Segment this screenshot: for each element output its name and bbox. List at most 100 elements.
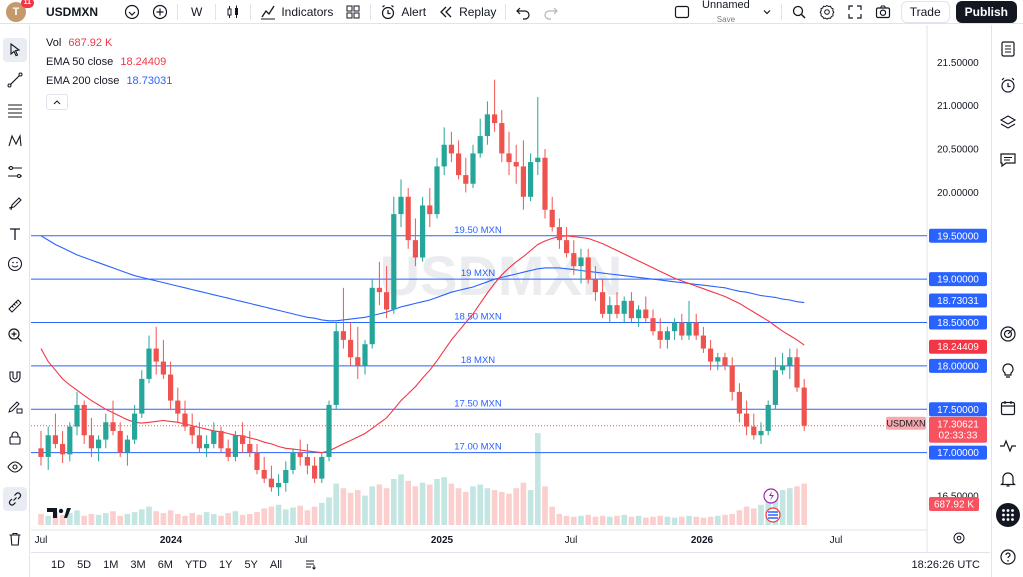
watchlist-button[interactable]: [996, 37, 1020, 61]
volume-bar: [196, 514, 203, 525]
smiley-icon: [7, 256, 23, 272]
candle: [787, 348, 793, 379]
range-1d[interactable]: 1D: [51, 559, 66, 571]
range-3m[interactable]: 3M: [130, 559, 146, 571]
volume-bar: [146, 506, 152, 525]
range-ytd[interactable]: YTD: [184, 559, 207, 571]
ideas-button[interactable]: [996, 359, 1020, 383]
screenshot-button[interactable]: [869, 0, 897, 24]
candle-body: [67, 426, 73, 455]
volume-bar: [95, 514, 102, 525]
lock-drawing-tool[interactable]: [3, 395, 27, 419]
notifications-button[interactable]: [996, 467, 1020, 491]
hide-drawings-tool[interactable]: [3, 455, 27, 479]
settings-button[interactable]: [813, 0, 841, 24]
prediction-tool[interactable]: [3, 160, 27, 184]
legend-ema200[interactable]: EMA 200 close 18.73031: [46, 72, 172, 91]
magnet-tool[interactable]: [3, 365, 27, 389]
symbol-search-button[interactable]: USDMXN: [40, 0, 104, 24]
apps-button[interactable]: [996, 503, 1020, 527]
trade-button[interactable]: Trade: [900, 0, 950, 23]
chats-button[interactable]: [996, 148, 1020, 172]
legend-ema50[interactable]: EMA 50 close 18.24409: [46, 53, 172, 72]
alerts-panel-button[interactable]: [996, 73, 1020, 97]
candle: [319, 452, 325, 483]
layout-checkbox[interactable]: [668, 0, 696, 24]
fib-retracement-icon: [8, 104, 22, 118]
fib-tool[interactable]: [3, 98, 27, 122]
price-chart[interactable]: USDMXN 19.50 MXN 19.50000 19 MXN 19.00000 18.…: [31, 25, 990, 552]
alert-button[interactable]: Alert: [374, 0, 432, 24]
pencil-lock-icon: [8, 401, 23, 414]
cursor-tool[interactable]: [3, 38, 27, 62]
candle-body: [614, 305, 620, 314]
target-button[interactable]: [996, 322, 1020, 346]
candle-body: [175, 400, 181, 414]
ema50-axis-tag: 18.24409: [937, 342, 979, 353]
sync-drawings-tool[interactable]: [3, 487, 27, 511]
measure-tool[interactable]: [3, 294, 27, 318]
object-tree-button[interactable]: [996, 111, 1020, 135]
layouts-button[interactable]: [339, 0, 367, 24]
calendar-button[interactable]: [996, 396, 1020, 420]
candle-body: [45, 435, 51, 457]
replay-label: Replay: [459, 4, 497, 19]
trend-line-tool[interactable]: [3, 68, 27, 92]
signals-button[interactable]: [996, 434, 1020, 458]
volume-bar: [275, 504, 282, 525]
legend-collapse-button[interactable]: [46, 94, 68, 110]
lock-icon: [9, 431, 21, 445]
candle-body: [535, 157, 541, 163]
candle-body: [499, 123, 505, 154]
redo-button[interactable]: [537, 0, 565, 24]
candle-body: [708, 348, 714, 362]
candle-body: [679, 322, 685, 336]
remove-drawings-tool[interactable]: [3, 527, 27, 551]
range-1m[interactable]: 1M: [103, 559, 119, 571]
range-all[interactable]: All: [269, 559, 283, 571]
emoji-tool[interactable]: [3, 252, 27, 276]
publish-button[interactable]: Publish: [955, 0, 1017, 23]
range-5d[interactable]: 5D: [77, 559, 92, 571]
legend-volume[interactable]: Vol 687.92 K: [46, 34, 172, 53]
utc-clock[interactable]: 18:26:26 UTC: [911, 559, 980, 571]
candle: [276, 474, 282, 496]
zoom-tool[interactable]: [3, 323, 27, 347]
candle: [751, 413, 757, 440]
user-avatar[interactable]: T 11: [6, 0, 34, 22]
candle-body: [427, 205, 433, 215]
quick-search-button[interactable]: [785, 0, 813, 24]
indicators-button[interactable]: Indicators: [254, 0, 339, 24]
range-5y[interactable]: 5Y: [244, 559, 258, 571]
pattern-tool[interactable]: [3, 129, 27, 153]
chart-type-button[interactable]: [219, 0, 247, 24]
candle-body: [276, 482, 282, 488]
brush-tool[interactable]: [3, 191, 27, 215]
lock-all-tool[interactable]: [3, 426, 27, 450]
fullscreen-button[interactable]: [841, 0, 869, 24]
candle-body: [232, 435, 238, 457]
replay-button[interactable]: Replay: [432, 0, 502, 24]
ruler-icon: [8, 299, 22, 313]
volume-bar: [563, 515, 570, 525]
help-button[interactable]: [996, 545, 1020, 569]
candle-body: [146, 348, 152, 379]
chart-pane[interactable]: USDMXN 19.50 MXN 19.50000 19 MXN 19.00000 18.…: [31, 25, 990, 552]
add-symbol-button[interactable]: [146, 0, 174, 24]
text-tool[interactable]: [3, 222, 27, 246]
compare-symbol-button[interactable]: [118, 0, 146, 24]
candle-body: [88, 435, 94, 449]
range-1y[interactable]: 1Y: [218, 559, 233, 571]
help-icon: [1000, 549, 1016, 565]
candle: [772, 357, 778, 410]
candle-body: [650, 318, 656, 332]
interval-button[interactable]: W: [181, 0, 212, 24]
undo-button[interactable]: [509, 0, 537, 24]
volume-bar: [391, 479, 397, 525]
layout-menu-button[interactable]: [756, 0, 778, 24]
replay-icon: [440, 6, 452, 17]
candle: [412, 218, 418, 267]
range-6m[interactable]: 6M: [157, 559, 173, 571]
go-to-date-button[interactable]: [298, 557, 324, 574]
layout-name-button[interactable]: Unnamed Save: [696, 0, 756, 24]
